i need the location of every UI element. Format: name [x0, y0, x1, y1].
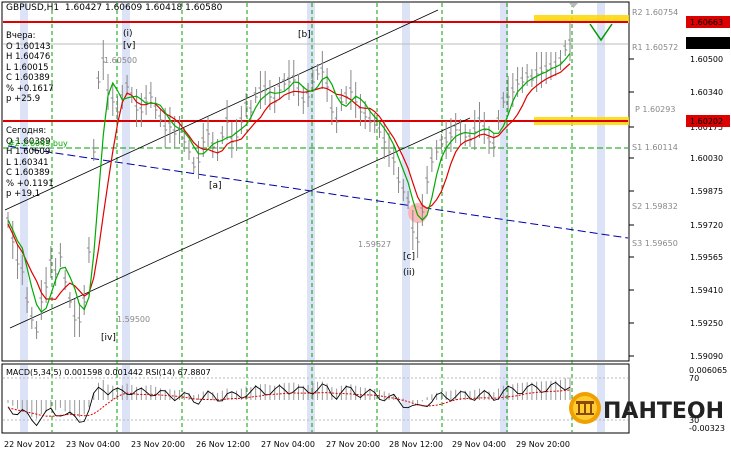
yesterday-high: H 1.60476: [6, 52, 51, 62]
today-low: L 1.60341: [6, 157, 49, 168]
price-tick: 1.60340: [690, 88, 723, 97]
r1-label: R1 1.60572: [632, 43, 678, 52]
target-arrow-icon: [589, 23, 613, 42]
current-price-tag: 1.60580: [690, 39, 723, 48]
rsi-line: [7, 381, 571, 427]
indicator-axis-30: 30: [689, 416, 699, 425]
price-tick: 1.60175: [690, 123, 723, 132]
time-tick: 26 Nov 12:00: [196, 440, 250, 449]
symbol: GBPUSD,H1: [6, 3, 60, 13]
s3-label: S3 1.59650: [632, 239, 678, 248]
wave-i-label: (i): [123, 29, 133, 39]
support-price-tag: 1.60202: [690, 117, 723, 126]
time-tick: 27 Nov 20:00: [326, 440, 380, 449]
today-points: p +19.1: [6, 189, 41, 199]
slow-ma-line: [7, 63, 571, 300]
order-label[interactable]: #2 2.6045 buy: [8, 139, 68, 148]
time-tick: 23 Nov 20:00: [131, 440, 185, 449]
yesterday-low: L 1.60015: [6, 62, 49, 73]
wave-b-label: [b]: [298, 30, 311, 40]
indicator-frame: [1, 363, 630, 434]
low-price-label-a: 1.59500: [117, 315, 150, 324]
price-tick: 1.60500: [690, 55, 723, 64]
price-axis: 1.60500 1.60340 1.60175 1.60030 1.59875 1.597…: [629, 55, 723, 361]
resistance-price-tag: 1.60663: [690, 18, 723, 27]
yesterday-open: O 1.60143: [6, 41, 51, 52]
wave-c-label: [c]: [403, 252, 415, 262]
session-bands: [20, 3, 605, 432]
wave-iv-label: [iv]: [101, 333, 116, 343]
time-tick: 28 Nov 12:00: [389, 440, 443, 449]
today-close: C 1.60389: [6, 168, 50, 178]
yesterday-title: Вчера:: [6, 31, 36, 41]
yesterday-stats: Вчера: O 1.60143 H 1.60476 L 1.60015 C 1.603…: [6, 31, 54, 105]
price-tick: 1.59410: [690, 286, 723, 295]
fast-ma-line: [7, 53, 571, 313]
blue-trendline[interactable]: [7, 145, 629, 239]
chart-header: GBPUSD,H1 1.60427 1.60609 1.60418 1.6058…: [6, 3, 222, 14]
reversal-circle-icon: [408, 203, 428, 223]
time-tick: 29 Nov 04:00: [452, 440, 506, 449]
pivot-lines: [3, 43, 628, 149]
panteon-logo: ПАНТЕОН: [569, 392, 724, 424]
price-tick: 1.59875: [690, 187, 723, 196]
ohlc: 1.60427 1.60609 1.60418 1.60580: [64, 3, 223, 13]
resistance-zone: [534, 15, 629, 23]
today-stats: Сегодня: O 1.60389 H 1.60609 L 1.60341 C 1.6…: [6, 126, 54, 200]
indicator-axis-bottom: -0.00323: [689, 424, 725, 433]
vertical-grid: [51, 3, 573, 432]
today-high: H 1.60609: [6, 147, 51, 157]
price-tick: 1.60030: [690, 154, 723, 163]
wave-ii-label: (ii): [403, 268, 415, 278]
price-tags: 1.60663 1.60580 1.60202: [686, 16, 730, 127]
low-price-label-b: 1.59627: [358, 240, 391, 249]
time-tick: 29 Nov 20:00: [516, 440, 570, 449]
time-axis: 22 Nov 2012 23 Nov 04:00 23 Nov 20:00 26 No…: [4, 440, 570, 449]
p-label: P 1.60293: [635, 105, 675, 114]
price-tick: 1.59090: [690, 352, 723, 361]
r2-label: R2 1.60754: [632, 8, 678, 17]
high-price-label: 1.60500: [104, 56, 137, 65]
shift-marker-icon: [569, 3, 578, 8]
yesterday-close: C 1.60389: [6, 73, 50, 83]
price-tick: 1.59565: [690, 253, 723, 262]
indicator-axis-top: 0.006065: [689, 366, 727, 375]
price-tick: 1.59720: [690, 221, 723, 230]
wave-labels: (i) [v] [iv] [a] [b] [c] (ii): [101, 29, 415, 343]
price-bars: [6, 23, 572, 339]
s2-label: S2 1.59832: [632, 202, 678, 211]
price-tick: 1.59250: [690, 319, 723, 328]
yesterday-points: p +25.9: [6, 94, 41, 104]
main-chart-frame: [1, 1, 630, 362]
yesterday-pct: % +0.1617: [6, 83, 54, 94]
indicator-axis-70: 70: [689, 374, 699, 383]
time-tick: 27 Nov 04:00: [261, 440, 315, 449]
s1-label: S1 1.60114: [632, 143, 678, 152]
indicator-label: MACD(5,34,5) 0.001598 0.001442 RSI(14) 6…: [6, 368, 211, 377]
brand-name: ПАНТЕОН: [603, 399, 724, 424]
today-pct: % +0.1191: [6, 178, 54, 189]
pivot-labels: R2 1.60754 R1 1.60572 P 1.60293 S1 1.601…: [632, 8, 678, 248]
today-title: Сегодня:: [6, 126, 47, 136]
time-tick: 23 Nov 04:00: [66, 440, 120, 449]
wave-v-label: [v]: [123, 41, 135, 51]
wave-a-label: [a]: [209, 181, 222, 191]
time-tick: 22 Nov 2012: [4, 440, 55, 449]
today-open: O 1.60389: [6, 136, 51, 147]
